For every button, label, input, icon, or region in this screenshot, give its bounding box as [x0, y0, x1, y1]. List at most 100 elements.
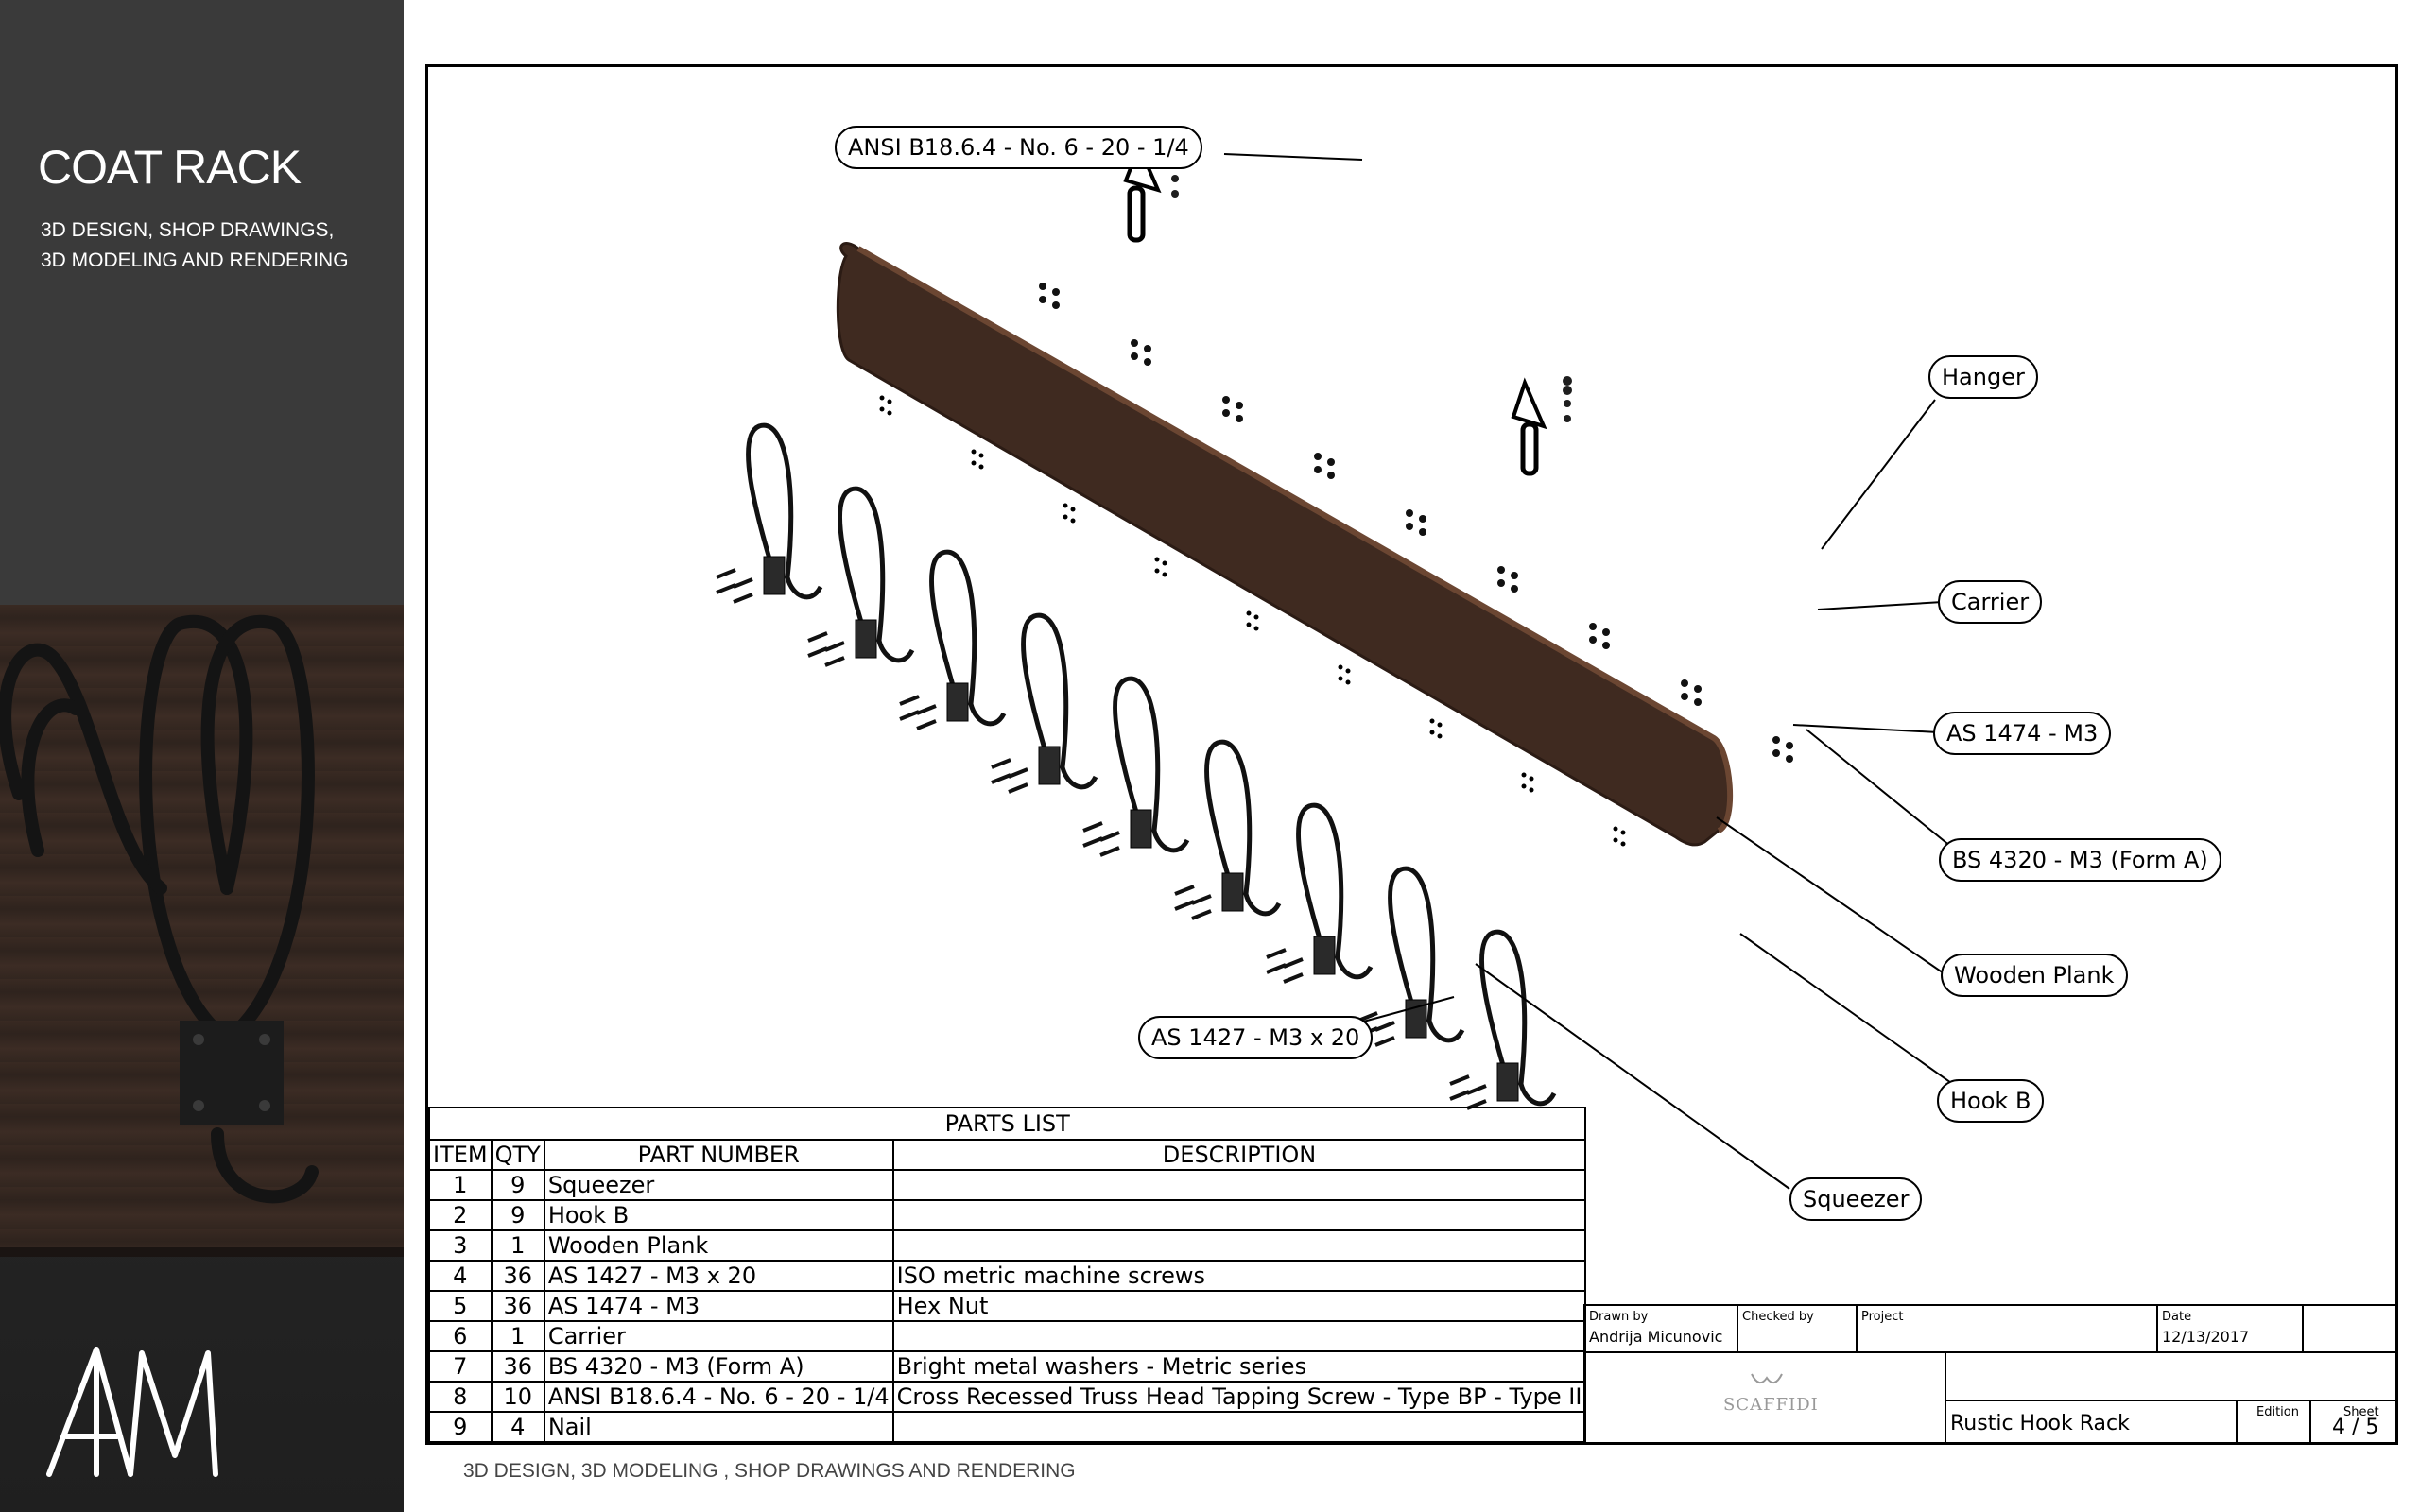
tb-drawn-by-label: Drawn by — [1589, 1310, 1649, 1324]
tb-company: SCAFFIDI — [1583, 1351, 1946, 1445]
title-block: Drawn by Andrija Micunovic Checked by Pr… — [1583, 1304, 2398, 1445]
hooks-group — [716, 422, 1557, 1110]
parts-list-row: 8 10 ANSI B18.6.4 - No. 6 - 20 - 1/4 Cross … — [428, 1381, 1587, 1413]
footer-text: 3D DESIGN, 3D MODELING , SHOP DRAWINGS A… — [463, 1460, 1076, 1482]
cell-item: 5 — [428, 1290, 493, 1322]
cell-qty: 9 — [490, 1169, 545, 1201]
drawing-title: Rustic Hook Rack — [1950, 1412, 2130, 1435]
hook-assembly — [716, 422, 823, 604]
tb-checked-by: Checked by — [1737, 1304, 1858, 1353]
cell-description — [891, 1411, 1587, 1443]
tb-blank — [2302, 1304, 2398, 1353]
tb-drawn-by-value: Andrija Micunovic — [1589, 1328, 1723, 1346]
callout-squeezer: Squeezer — [1789, 1177, 1923, 1221]
cell-part-number: AS 1427 - M3 x 20 — [543, 1260, 894, 1292]
header-qty: QTY — [490, 1139, 545, 1171]
cell-qty: 36 — [490, 1290, 545, 1322]
cell-qty: 1 — [490, 1229, 545, 1262]
company-name: SCAFFIDI — [1723, 1395, 1819, 1415]
cell-part-number: Hook B — [543, 1199, 894, 1231]
sidebar-photo-plank-edge — [0, 1247, 404, 1257]
header-description: DESCRIPTION — [891, 1139, 1587, 1171]
tb-drawn-by: Drawn by Andrija Micunovic — [1583, 1304, 1738, 1353]
hook-assembly — [991, 612, 1098, 794]
parts-list-row: 6 1 Carrier — [428, 1320, 1587, 1352]
parts-list-row: 2 9 Hook B — [428, 1199, 1587, 1231]
tb-upper-right — [1945, 1351, 2398, 1401]
scaffidi-logo-icon — [1751, 1373, 1783, 1384]
hook-assembly — [1174, 739, 1282, 920]
sidebar-hook-photo — [0, 615, 319, 1204]
hook-assembly — [807, 486, 915, 667]
parts-list-header-row: ITEM QTY PART NUMBER DESCRIPTION — [428, 1139, 1587, 1171]
cell-item: 1 — [428, 1169, 493, 1201]
parts-list-row: 9 4 Nail — [428, 1411, 1587, 1443]
hook-assembly — [1449, 929, 1557, 1110]
callout-bs4320: BS 4320 - M3 (Form A) — [1939, 838, 2221, 882]
tb-date: Date 12/13/2017 — [2156, 1304, 2304, 1353]
cell-qty: 9 — [490, 1199, 545, 1231]
tb-date-value: 12/13/2017 — [2162, 1328, 2250, 1346]
cell-part-number: Wooden Plank — [543, 1229, 894, 1262]
callout-wooden-plank: Wooden Plank — [1941, 954, 2128, 997]
callout-ansi-screw: ANSI B18.6.4 - No. 6 - 20 - 1/4 — [835, 126, 1202, 169]
tb-edition: Edition — [2236, 1400, 2311, 1445]
parts-list-row: 4 36 AS 1427 - M3 x 20 ISO metric machine s… — [428, 1260, 1587, 1292]
cell-item: 7 — [428, 1350, 493, 1383]
hook-assembly — [899, 549, 1007, 730]
cell-item: 3 — [428, 1229, 493, 1262]
sidebar: COAT RACK 3D DESIGN, SHOP DRAWINGS, 3D M… — [0, 0, 404, 1512]
tb-project: Project — [1856, 1304, 2158, 1353]
hook-assembly — [1266, 802, 1374, 984]
parts-list-body: 1 9 Squeezer 2 9 Hook B 3 1 Wooden Plank 4 36 AS 14… — [428, 1169, 1587, 1443]
callout-hanger: Hanger — [1928, 355, 2038, 399]
cell-part-number: Carrier — [543, 1320, 894, 1352]
cell-description: ISO metric machine screws — [891, 1260, 1587, 1292]
cell-item: 8 — [428, 1381, 493, 1413]
callout-as1474: AS 1474 - M3 — [1933, 712, 2112, 755]
cell-part-number: BS 4320 - M3 (Form A) — [543, 1350, 894, 1383]
cell-description: Cross Recessed Truss Head Tapping Screw … — [891, 1381, 1587, 1413]
am-logo — [46, 1347, 218, 1477]
cell-description — [891, 1320, 1587, 1352]
callout-carrier: Carrier — [1938, 580, 2043, 624]
tb-date-label: Date — [2162, 1310, 2192, 1324]
tb-sheet-label: Sheet — [2343, 1405, 2379, 1419]
cell-qty: 10 — [490, 1381, 545, 1413]
tb-title: Rustic Hook Rack — [1945, 1400, 2238, 1445]
parts-list-table: PARTS LIST ITEM QTY PART NUMBER DESCRIPT… — [428, 1107, 1587, 1443]
callout-as1427: AS 1427 - M3 x 20 — [1138, 1016, 1374, 1059]
header-part-number: PART NUMBER — [543, 1139, 894, 1171]
cell-part-number: Nail — [543, 1411, 894, 1443]
hook-plate-screws — [193, 1034, 270, 1111]
cell-item: 6 — [428, 1320, 493, 1352]
parts-list-row: 7 36 BS 4320 - M3 (Form A) Bright metal was… — [428, 1350, 1587, 1383]
tb-edition-label: Edition — [2256, 1405, 2299, 1419]
wooden-plank — [836, 242, 1734, 847]
parts-list-caption: PARTS LIST — [428, 1107, 1587, 1139]
hook-assembly — [1082, 676, 1190, 857]
cell-description: Hex Nut — [891, 1290, 1587, 1322]
parts-list-row: 3 1 Wooden Plank — [428, 1229, 1587, 1262]
callout-hook-b: Hook B — [1937, 1079, 2045, 1123]
cell-description — [891, 1169, 1587, 1201]
tb-project-label: Project — [1861, 1310, 1904, 1324]
hanger-assembly — [1123, 141, 1572, 476]
cell-qty: 36 — [490, 1350, 545, 1383]
cell-qty: 36 — [490, 1260, 545, 1292]
cell-part-number: AS 1474 - M3 — [543, 1290, 894, 1322]
cell-description — [891, 1229, 1587, 1262]
exploded-assembly-drawing — [716, 141, 1978, 1190]
cell-item: 2 — [428, 1199, 493, 1231]
tb-checked-by-label: Checked by — [1742, 1310, 1814, 1324]
leader-lines — [1223, 153, 1978, 1190]
cell-part-number: Squeezer — [543, 1169, 894, 1201]
drawing-sheet: ANSI B18.6.4 - No. 6 - 20 - 1/4 Hanger C… — [425, 64, 2398, 1445]
tb-sheet-value: 4 / 5 — [2332, 1416, 2379, 1439]
sidebar-title: COAT RACK — [38, 141, 302, 194]
cell-qty: 1 — [490, 1320, 545, 1352]
cell-item: 4 — [428, 1260, 493, 1292]
sidebar-subtitle: 3D DESIGN, SHOP DRAWINGS, 3D MODELING AN… — [41, 219, 349, 271]
parts-list-row: 5 36 AS 1474 - M3 Hex Nut — [428, 1290, 1587, 1322]
cell-description: Bright metal washers - Metric series — [891, 1350, 1587, 1383]
